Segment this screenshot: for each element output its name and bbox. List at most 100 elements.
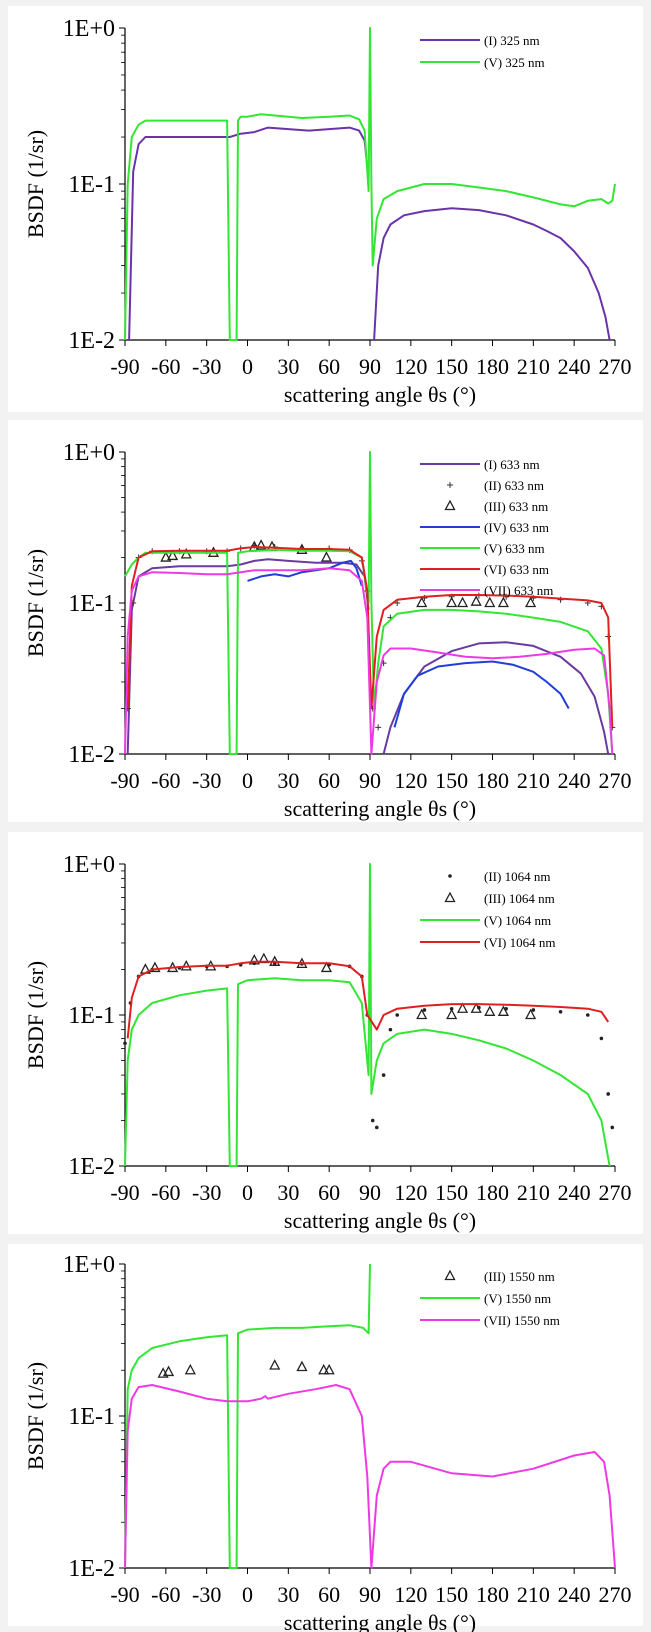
y-tick-label: 1E-1 (68, 591, 115, 617)
series-line (128, 126, 369, 341)
data-point-triangle (320, 961, 333, 973)
data-point-triangle (162, 1365, 175, 1377)
x-tick-label: 90 (359, 354, 381, 379)
data-point-dot (395, 1013, 400, 1017)
series-4 (126, 960, 610, 1039)
x-tick-label: 180 (476, 1180, 509, 1205)
x-tick-label: 0 (242, 768, 253, 793)
series-6 (126, 546, 614, 728)
x-tick-label: 30 (277, 768, 299, 793)
data-point-triangle (456, 596, 469, 608)
series-line (124, 1384, 616, 1569)
legend-marker (444, 1269, 456, 1281)
y-axis-label: BSDF (1/sr) (23, 961, 48, 1069)
series-3 (124, 863, 611, 1167)
data-point-dot (422, 1008, 427, 1012)
y-tick-label: 1E-2 (68, 1556, 115, 1582)
x-tick-label: 210 (517, 1582, 550, 1607)
data-point-triangle (167, 549, 179, 561)
x-tick-label: 150 (435, 768, 468, 793)
data-point-dot (599, 1036, 604, 1041)
series-line (124, 863, 611, 1167)
data-point-dot (531, 1008, 536, 1012)
data-point-triangle (323, 1363, 335, 1375)
y-tick-label: 1E-2 (68, 328, 115, 354)
y-tick-label: 1E+0 (63, 16, 115, 42)
x-tick-label: 210 (517, 1180, 550, 1205)
data-point-triangle (446, 596, 458, 608)
data-point-triangle (184, 1363, 196, 1375)
panel-background (8, 1244, 643, 1626)
data-point-dot (388, 1027, 393, 1032)
data-point-dot (585, 1013, 590, 1017)
data-point-triangle (497, 1005, 509, 1016)
series-4 (247, 559, 570, 728)
chart-panel-2: 1E-2 1E-1 1E+0 -90 -60 -30 0 30 60 90 120 150 180 210… (8, 420, 643, 822)
data-point-triangle (160, 551, 172, 562)
x-tick-label: 180 (476, 354, 509, 379)
data-point-triangle (525, 1008, 537, 1020)
legend-label: (VI) 633 nm (484, 562, 549, 577)
data-point-triangle (446, 1008, 458, 1020)
data-point-triangle (470, 1002, 482, 1013)
panel-background (8, 832, 643, 1234)
data-point-triangle (416, 1008, 428, 1020)
legend-label: (III) 633 nm (484, 499, 548, 514)
legend: (I) 633 nm (II) 633 nm (III) 633 nm (IV) 63… (420, 457, 553, 598)
data-point-dot (558, 1010, 563, 1014)
data-point-triangle (416, 596, 428, 608)
x-axis-label: scattering angle θs (°) (284, 1208, 476, 1233)
x-tick-label: 120 (394, 768, 427, 793)
x-tick-label: -60 (151, 1582, 180, 1607)
x-tick-label: 240 (558, 354, 591, 379)
x-tick-label: -30 (192, 354, 221, 379)
y-tick-label: 1E-2 (68, 742, 115, 768)
legend: (III) 1550 nm (V) 1550 nm (VII) 1550 nm (420, 1269, 560, 1328)
x-axis-label: scattering angle θs (°) (284, 382, 476, 407)
legend: (II) 1064 nm (III) 1064 nm (V) 1064 nm (VI)… (420, 869, 556, 950)
series-line (126, 960, 610, 1039)
legend-label: (V) 325 nm (484, 55, 545, 70)
series-2 (124, 27, 616, 341)
data-point-triangle (484, 596, 496, 608)
x-tick-label: 90 (359, 1582, 381, 1607)
x-tick-label: 120 (394, 1180, 427, 1205)
x-tick-label: 30 (277, 1180, 299, 1205)
legend: (I) 325 nm (V) 325 nm (420, 33, 545, 70)
data-point-triangle (320, 551, 333, 562)
x-tick-label: 0 (242, 1180, 253, 1205)
y-axis-label: BSDF (1/sr) (23, 549, 48, 657)
series-line (126, 558, 370, 755)
chart-panel-4: 1E-2 1E-1 1E+0 -90 -60 -30 0 30 60 90 120 150 180 210… (8, 1244, 643, 1632)
x-tick-label: 150 (435, 354, 468, 379)
series-1 (128, 126, 611, 341)
x-tick-label: 30 (277, 1582, 299, 1607)
x-tick-label: 210 (517, 354, 550, 379)
y-tick-label: 1E-1 (68, 172, 115, 198)
data-point-triangle (296, 1360, 308, 1372)
data-point-triangle (525, 596, 537, 608)
data-point-plus (375, 724, 382, 731)
x-axis-label: scattering angle θs (°) (284, 1610, 476, 1632)
x-tick-label: -60 (151, 354, 180, 379)
series-line (124, 1263, 371, 1569)
series-7 (124, 567, 614, 755)
data-point-triangle (255, 539, 267, 550)
x-tick-label: -90 (110, 768, 139, 793)
panel-background (8, 6, 643, 412)
x-tick-label: 240 (558, 1180, 591, 1205)
series-line (124, 27, 616, 341)
x-tick-label: 90 (359, 1180, 381, 1205)
x-tick-label: 60 (318, 768, 340, 793)
data-point-triangle (484, 1005, 496, 1016)
data-point-triangle (248, 953, 260, 965)
y-axis-label: BSDF (1/sr) (23, 1362, 48, 1470)
x-tick-label: -30 (192, 768, 221, 793)
legend-label: (II) 633 nm (484, 478, 544, 493)
x-tick-label: -90 (110, 1582, 139, 1607)
x-tick-label: 210 (517, 768, 550, 793)
data-point-dot (381, 1073, 386, 1077)
legend-label: (IV) 633 nm (484, 520, 549, 535)
data-point-dot (610, 1125, 615, 1130)
x-tick-label: -90 (110, 354, 139, 379)
